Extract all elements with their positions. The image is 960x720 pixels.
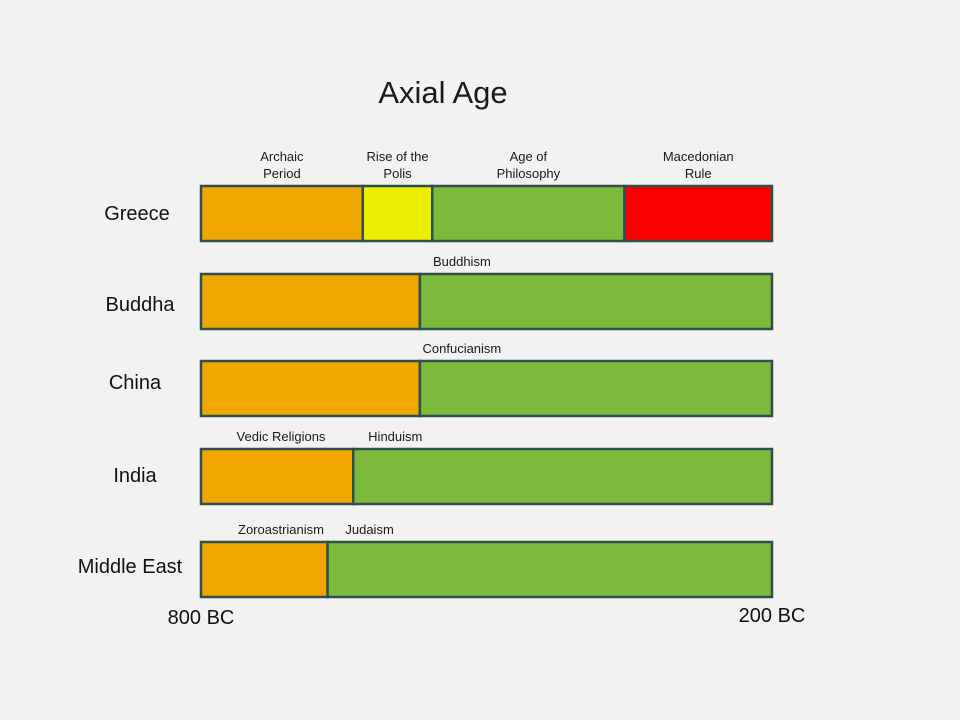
bar-segment-middle-east-0 <box>199 540 329 599</box>
segment-label-greece-1-line0: Rise of the <box>366 149 428 164</box>
segment-label-greece-2-line1: Philosophy <box>497 166 561 181</box>
segment-label-greece-0-line1: Period <box>263 166 301 181</box>
segment-label-buddha-1: Buddhism <box>433 254 491 269</box>
row-label-middle-east: Middle East <box>78 556 183 578</box>
chart-title: Axial Age <box>378 75 507 110</box>
bar-segment-india-1 <box>352 447 774 506</box>
segment-label-china-1: Confucianism <box>423 341 502 356</box>
segment-label-greece-1-line1: Polis <box>383 166 412 181</box>
row-label-india: India <box>113 465 157 487</box>
segment-label-greece-3-line1: Rule <box>685 166 712 181</box>
x-axis-end-label: 200 BC <box>739 605 806 627</box>
bar-segment-china-1 <box>418 359 774 418</box>
bar-segment-middle-east-1 <box>326 540 774 599</box>
bar-segment-india-0 <box>199 447 355 506</box>
row-label-china: China <box>109 372 162 394</box>
bar-segment-greece-3 <box>623 184 774 243</box>
segment-label-greece-0-line0: Archaic <box>260 149 304 164</box>
segment-label-greece-2-line0: Age of <box>510 149 548 164</box>
bar-segment-buddha-1 <box>418 272 774 331</box>
bar-segment-china-0 <box>199 359 422 418</box>
row-label-greece: Greece <box>104 203 170 225</box>
chart-rows: Greece Archaic Period Rise of the Polis Age o… <box>78 149 774 599</box>
bar-segment-greece-2 <box>431 184 626 243</box>
x-axis-start-label: 800 BC <box>168 607 235 629</box>
bar-segment-greece-1 <box>361 184 434 243</box>
segment-label-greece-3-line0: Macedonian <box>663 149 734 164</box>
segment-label-india-1: Hinduism <box>368 429 422 444</box>
segment-label-middle-east-1: Judaism <box>345 522 393 537</box>
segment-label-middle-east-0: Zoroastrianism <box>238 522 324 537</box>
bar-segment-greece-0 <box>199 184 365 243</box>
row-label-buddha: Buddha <box>106 294 176 316</box>
bar-segment-buddha-0 <box>199 272 422 331</box>
segment-label-india-0: Vedic Religions <box>237 429 326 444</box>
